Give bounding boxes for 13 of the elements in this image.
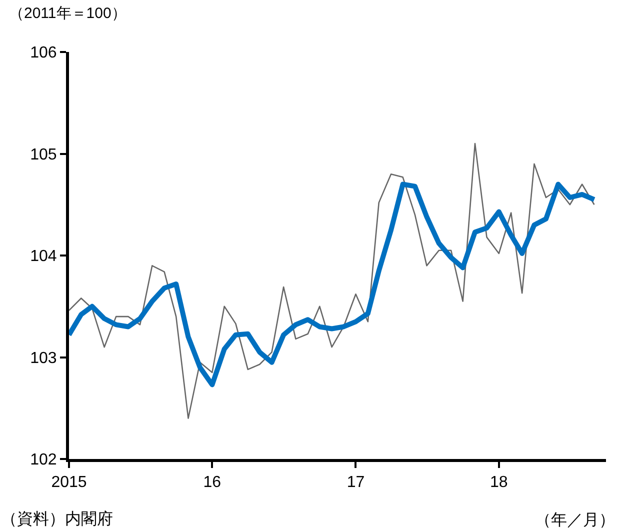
x-tick-label: 2015 — [51, 474, 87, 492]
y-tick-label: 103 — [30, 350, 57, 367]
y-tick-label: 104 — [30, 248, 57, 266]
x-tick-label: 17 — [346, 474, 365, 492]
y-tick-label: 105 — [30, 146, 57, 164]
y-tick-label: 106 — [30, 44, 57, 62]
y-tick-label: 102 — [30, 452, 57, 469]
x-tick-label: 18 — [490, 474, 508, 492]
x-tick-label: 16 — [203, 474, 222, 492]
line-series — [69, 142, 595, 419]
text: （資料）内閣府 — [1, 510, 113, 528]
x-axis-title: （年／月） — [535, 512, 615, 529]
y-axis-title: （2011年＝100） — [9, 5, 126, 22]
